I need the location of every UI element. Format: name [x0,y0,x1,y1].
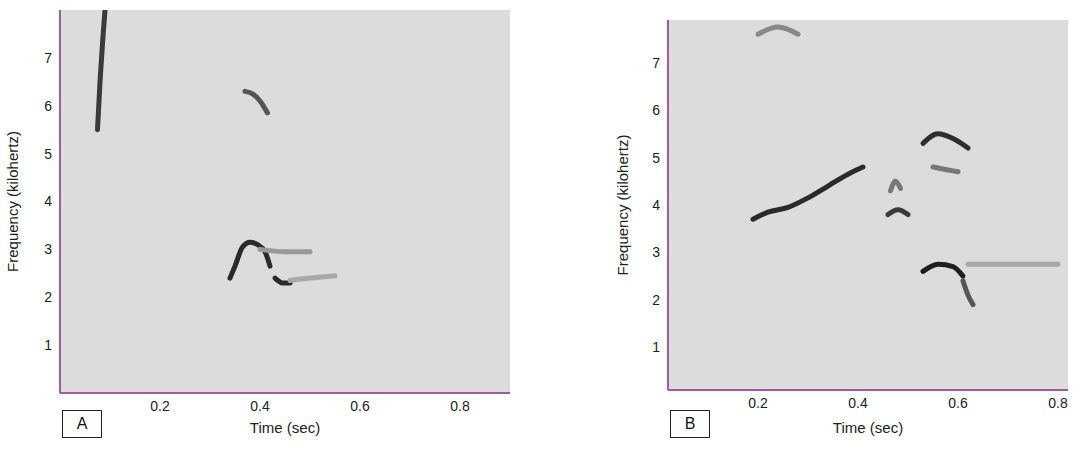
svg-text:0.8: 0.8 [1048,395,1068,411]
svg-text:6: 6 [44,98,52,114]
svg-text:Frequency (kilohertz): Frequency (kilohertz) [614,135,631,276]
svg-text:7: 7 [652,55,660,71]
svg-text:4: 4 [652,197,660,213]
svg-text:0.6: 0.6 [948,395,968,411]
svg-text:0.2: 0.2 [748,395,768,411]
svg-text:1: 1 [44,337,52,353]
svg-text:5: 5 [652,150,660,166]
html-text:A: A [76,415,88,432]
svg-text:1: 1 [652,339,660,355]
svg-text:Time (sec): Time (sec) [250,419,320,436]
svg-text:0.2: 0.2 [150,398,170,414]
svg-text:0.4: 0.4 [848,395,868,411]
svg-text:Frequency (kilohertz): Frequency (kilohertz) [4,131,21,272]
svg-text:3: 3 [652,244,660,260]
svg-text:4: 4 [44,193,52,209]
svg-text:3: 3 [44,241,52,257]
svg-text:0.8: 0.8 [450,398,470,414]
svg-text:7: 7 [44,50,52,66]
svg-text:0.6: 0.6 [350,398,370,414]
svg-text:2: 2 [652,292,660,308]
svg-text:6: 6 [652,102,660,118]
svg-text:5: 5 [44,146,52,162]
svg-text:Time (sec): Time (sec) [833,419,903,436]
html-text:B: B [684,415,696,432]
svg-text:2: 2 [44,289,52,305]
svg-text:0.4: 0.4 [250,398,270,414]
